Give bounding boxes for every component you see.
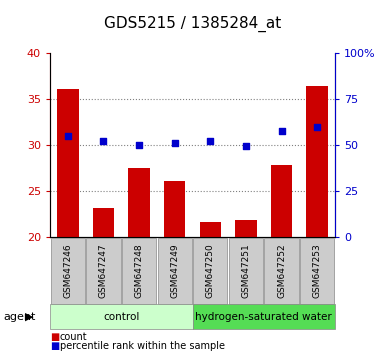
- Point: [65, 133, 71, 139]
- Text: control: control: [103, 312, 139, 322]
- Bar: [128, 168, 150, 237]
- Bar: [306, 86, 328, 237]
- Point: [278, 129, 285, 134]
- Text: GSM647248: GSM647248: [135, 244, 144, 298]
- Text: GSM647250: GSM647250: [206, 244, 215, 298]
- Bar: [93, 208, 114, 237]
- Bar: [57, 89, 79, 237]
- Text: percentile rank within the sample: percentile rank within the sample: [60, 341, 225, 351]
- Point: [136, 142, 142, 148]
- Text: GSM647253: GSM647253: [313, 244, 321, 298]
- Text: GSM647246: GSM647246: [64, 244, 72, 298]
- Bar: [199, 222, 221, 237]
- Bar: [164, 181, 186, 237]
- Point: [207, 139, 213, 144]
- Text: GSM647251: GSM647251: [241, 244, 250, 298]
- Point: [172, 141, 178, 146]
- Text: GSM647252: GSM647252: [277, 244, 286, 298]
- Text: GSM647249: GSM647249: [170, 244, 179, 298]
- Text: GDS5215 / 1385284_at: GDS5215 / 1385284_at: [104, 16, 281, 32]
- Text: ■: ■: [50, 341, 59, 351]
- Bar: [271, 165, 292, 237]
- Point: [100, 139, 107, 144]
- Text: hydrogen-saturated water: hydrogen-saturated water: [195, 312, 332, 322]
- Text: ▶: ▶: [25, 312, 33, 322]
- Text: GSM647247: GSM647247: [99, 244, 108, 298]
- Text: count: count: [60, 332, 87, 342]
- Point: [243, 143, 249, 149]
- Text: ■: ■: [50, 332, 59, 342]
- Point: [314, 124, 320, 130]
- Text: agent: agent: [4, 312, 36, 322]
- Bar: [235, 220, 257, 237]
